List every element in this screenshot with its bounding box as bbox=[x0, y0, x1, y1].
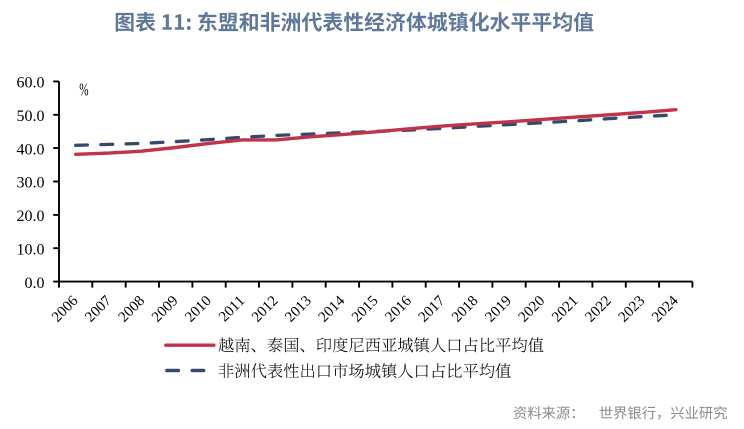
svg-text:%: % bbox=[79, 81, 88, 100]
svg-text:20.0: 20.0 bbox=[17, 208, 45, 225]
svg-text:10.0: 10.0 bbox=[17, 241, 45, 258]
svg-text:60.0: 60.0 bbox=[17, 75, 45, 92]
svg-text:30.0: 30.0 bbox=[17, 175, 45, 192]
svg-text:0.0: 0.0 bbox=[25, 275, 45, 292]
svg-text:40.0: 40.0 bbox=[17, 141, 45, 158]
svg-text:50.0: 50.0 bbox=[17, 108, 45, 125]
